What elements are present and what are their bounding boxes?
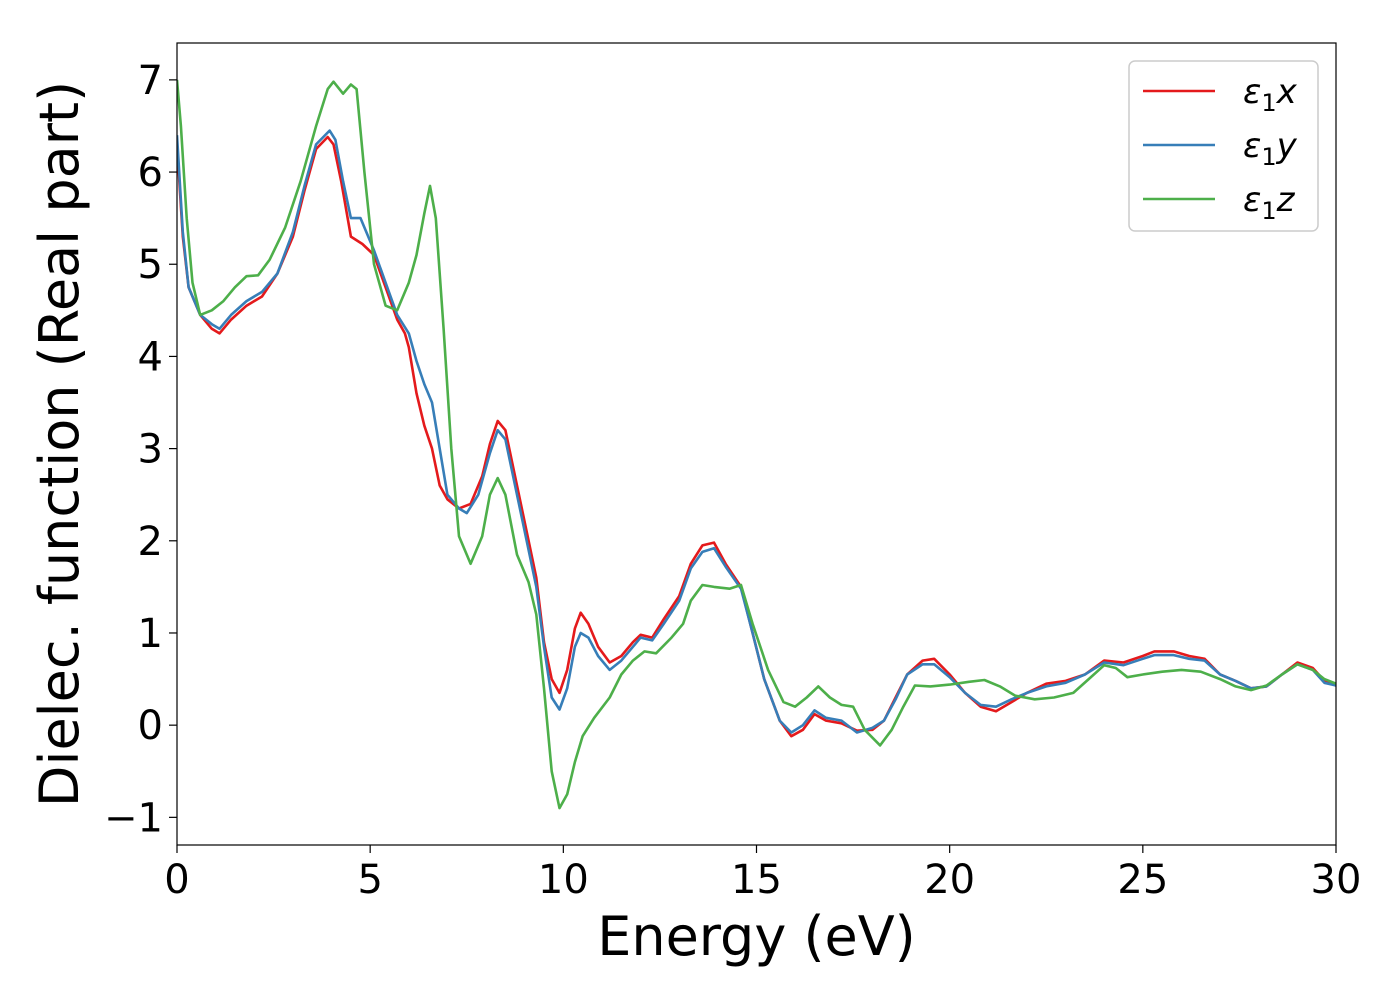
- x-tick-label: 25: [1117, 857, 1168, 903]
- legend-label-x: ε1x: [1243, 72, 1298, 117]
- y-tick-label: 7: [138, 58, 163, 104]
- x-tick-label: 20: [924, 857, 975, 903]
- x-tick-label: 15: [731, 857, 782, 903]
- series-layer: [177, 79, 1336, 810]
- y-tick-label: 4: [138, 334, 163, 380]
- y-tick-label: 1: [138, 611, 163, 657]
- y-tick-label: −1: [104, 795, 163, 841]
- series-line-z: [177, 79, 1336, 810]
- y-tick-label: 3: [138, 427, 163, 473]
- y-axis: −1 0 1 2 3 4 5 6 7: [104, 58, 177, 841]
- x-axis-label: Energy (eV): [597, 905, 916, 968]
- series-line-y: [177, 129, 1336, 734]
- y-tick-label: 0: [138, 703, 163, 749]
- y-tick-label: 6: [138, 150, 163, 196]
- legend: ε1x ε1y ε1z: [1128, 60, 1319, 232]
- y-tick-label: 2: [138, 519, 163, 565]
- legend-label-z: ε1z: [1243, 180, 1296, 225]
- legend-label-y: ε1y: [1243, 126, 1298, 171]
- y-tick-label: 5: [138, 242, 163, 288]
- x-tick-label: 5: [357, 857, 382, 903]
- legend-box: [1128, 60, 1319, 232]
- x-axis: 0 5 10 15 20 25 30: [164, 845, 1361, 903]
- x-tick-label: 10: [538, 857, 589, 903]
- y-axis-label: Dielec. function (Real part): [28, 81, 91, 807]
- x-tick-label: 30: [1311, 857, 1362, 903]
- x-tick-label: 0: [164, 857, 189, 903]
